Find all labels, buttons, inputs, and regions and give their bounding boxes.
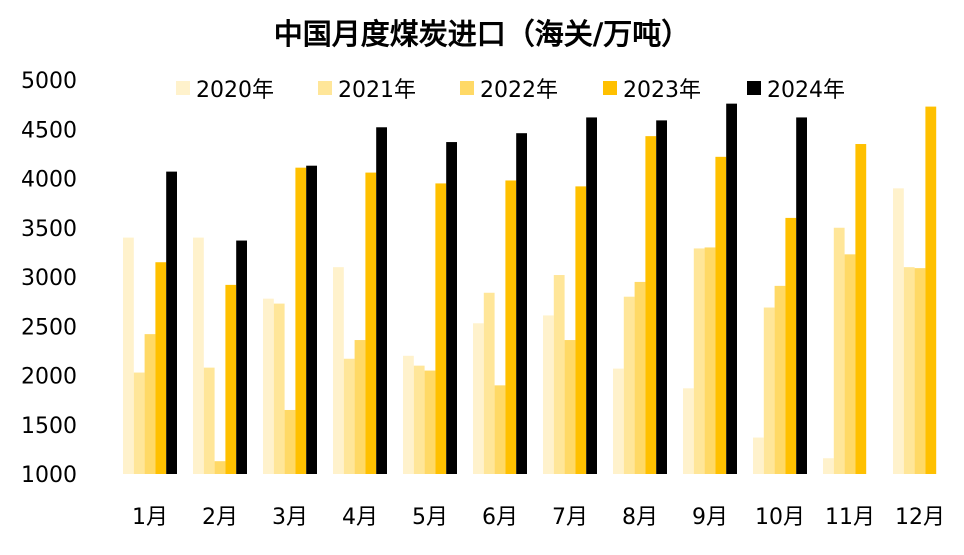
y-axis: 1000 1500 2000 2500 3000 3500 4000 4500 5000 [21, 69, 77, 488]
bar-2024年-1月 [166, 171, 177, 475]
bar-2020年-9月 [683, 388, 694, 474]
bar-2022年-3月 [284, 409, 296, 474]
legend-swatch [176, 81, 190, 95]
bar-2021年-3月 [273, 303, 285, 474]
bar-2023年-10月 [785, 217, 797, 474]
legend: 2020年 2021年 2022年 2023年 2024年 [176, 78, 845, 103]
y-tick-label: 1500 [21, 414, 77, 439]
x-category-label: 1月 [132, 505, 168, 530]
bar-2023年-12月 [925, 106, 937, 474]
bar-2020年-6月 [473, 323, 484, 474]
bar-2022年-11月 [844, 254, 856, 474]
x-category-label: 3月 [272, 505, 308, 530]
bar-2022年-5月 [424, 370, 436, 474]
bar-2021年-2月 [203, 367, 215, 474]
x-category-label: 7月 [552, 505, 588, 530]
y-tick-label: 3000 [21, 266, 77, 291]
x-category-label: 6月 [482, 505, 518, 530]
bar-2020年-4月 [333, 267, 344, 474]
bar-2023年-11月 [855, 144, 867, 474]
bar-2022年-12月 [914, 268, 926, 474]
bar-2022年-9月 [704, 247, 716, 474]
y-tick-label: 1000 [21, 463, 77, 488]
bar-2023年-1月 [155, 262, 167, 474]
bar-2021年-9月 [693, 248, 705, 474]
x-category-label: 11月 [825, 505, 875, 530]
bar-2021年-4月 [343, 358, 355, 474]
bar-2024年-7月 [586, 117, 597, 475]
bar-2021年-10月 [763, 307, 775, 474]
bar-2020年-12月 [893, 188, 904, 474]
bar-2020年-3月 [263, 298, 274, 474]
bar-2022年-1月 [144, 334, 156, 474]
x-axis: 1月 2月 3月 4月 5月 6月 7月 8月 9月 10月 11月 12月 [132, 505, 945, 530]
y-tick-label: 4500 [21, 118, 77, 143]
bar-2021年-6月 [483, 292, 495, 474]
bar-2024年-6月 [516, 133, 527, 474]
bar-2024年-4月 [376, 127, 387, 474]
x-category-label: 4月 [342, 505, 378, 530]
bar-2023年-6月 [505, 180, 517, 474]
legend-swatch [460, 81, 474, 95]
bar-2023年-3月 [295, 167, 307, 475]
bar-2022年-4月 [354, 340, 366, 474]
bar-2023年-5月 [435, 183, 447, 475]
bar-2024年-10月 [796, 117, 807, 475]
y-tick-label: 3500 [21, 217, 77, 242]
x-category-label: 10月 [755, 505, 805, 530]
bar-2022年-8月 [634, 281, 646, 474]
bar-2023年-7月 [575, 186, 587, 474]
bar-2021年-11月 [833, 227, 845, 474]
bar-2020年-5月 [403, 355, 414, 474]
legend-label: 2024年 [767, 78, 845, 103]
bar-2021年-12月 [903, 267, 915, 474]
bar-2023年-9月 [715, 156, 727, 474]
y-tick-label: 5000 [21, 69, 77, 94]
legend-label: 2021年 [338, 78, 416, 103]
legend-label: 2023年 [623, 78, 701, 103]
x-category-label: 5月 [412, 505, 448, 530]
y-tick-label: 2500 [21, 315, 77, 340]
y-tick-label: 4000 [21, 168, 77, 193]
bar-2020年-2月 [193, 237, 204, 474]
bar-2021年-5月 [413, 365, 425, 474]
bar-2020年-10月 [753, 437, 764, 474]
bar-2021年-1月 [133, 372, 145, 474]
bar-2021年-7月 [553, 275, 565, 474]
bar-2024年-9月 [726, 103, 737, 474]
bar-2020年-11月 [823, 458, 834, 474]
legend-swatch [603, 81, 617, 95]
x-category-label: 9月 [692, 505, 728, 530]
bar-2024年-5月 [446, 142, 457, 474]
x-category-label: 12月 [895, 505, 945, 530]
bar-2023年-8月 [645, 136, 657, 474]
bar-2024年-3月 [306, 165, 317, 474]
bar-2022年-6月 [494, 385, 506, 474]
y-tick-label: 2000 [21, 365, 77, 390]
bar-2024年-2月 [236, 240, 247, 474]
bar-2020年-7月 [543, 315, 554, 474]
bar-2022年-7月 [564, 340, 576, 474]
bar-2022年-2月 [214, 461, 226, 474]
chart-title: 中国月度煤炭进口（海关/万吨） [274, 17, 691, 51]
legend-label: 2020年 [196, 78, 274, 103]
x-category-label: 2月 [202, 505, 238, 530]
bar-2024年-8月 [656, 120, 667, 474]
bar-2022年-10月 [774, 285, 786, 474]
bar-2020年-1月 [123, 237, 134, 474]
bars [123, 103, 937, 475]
bar-2023年-4月 [365, 172, 377, 474]
bar-2021年-8月 [623, 296, 635, 474]
x-category-label: 8月 [622, 505, 658, 530]
legend-label: 2022年 [480, 78, 558, 103]
legend-swatch [747, 81, 761, 95]
legend-swatch [318, 81, 332, 95]
bar-2020年-8月 [613, 368, 624, 474]
bar-2023年-2月 [225, 284, 237, 474]
